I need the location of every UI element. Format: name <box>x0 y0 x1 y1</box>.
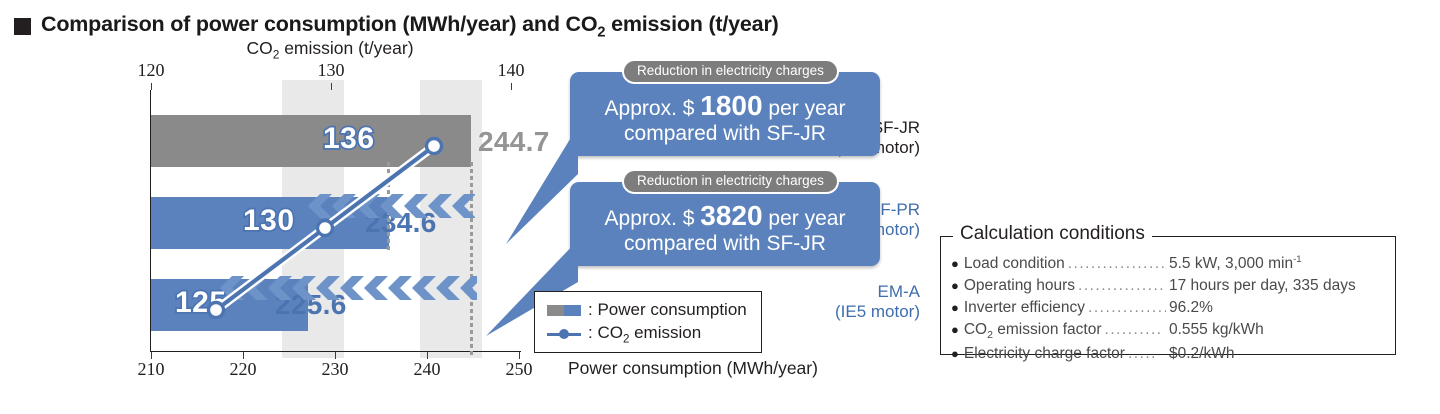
callout-amount-suffix: per year <box>762 97 846 120</box>
callout-tail-icon <box>486 240 578 336</box>
split-bar-swatch-icon <box>547 304 581 316</box>
callout-em-a-saving: Reduction in electricity charges Approx.… <box>486 169 880 336</box>
calc-label: Operating hours <box>963 277 1076 295</box>
bottom-axis-tick <box>427 352 428 359</box>
calc-value: $0.2/kWh <box>1169 345 1235 363</box>
black-square-icon <box>14 17 31 35</box>
callout-amount: 3820 <box>700 200 763 231</box>
bottom-axis-label: 210 <box>137 359 165 379</box>
callout-tail-icon <box>506 126 578 244</box>
bottom-axis-label: 230 <box>321 359 349 379</box>
category-label-line1: SF-PR <box>869 200 920 219</box>
reference-dotline-sf-jr <box>470 162 473 358</box>
calc-label: Load condition <box>963 255 1065 273</box>
category-label-line1: SF-JR <box>871 118 920 137</box>
page-title-text: Comparison of power consumption (MWh/yea… <box>41 12 779 41</box>
category-label-line1: EM-A <box>877 282 921 301</box>
calculation-conditions-list: ● Load condition ..................... 5… <box>941 237 1395 365</box>
top-axis-title: CO2 emission (t/year) <box>246 38 414 62</box>
legend-label: : Power consumption <box>588 300 747 319</box>
top-axis-tick <box>511 83 512 90</box>
calculation-conditions-box: Calculation conditions ● Load condition … <box>940 223 1396 362</box>
bullet-icon: ● <box>951 322 959 338</box>
calc-dots: ................ <box>1078 277 1166 295</box>
callout-body: Reduction in electricity charges Approx.… <box>570 59 880 157</box>
calc-value: 17 hours per day, 335 days <box>1169 277 1356 295</box>
co2-value-sf-jr: 136 <box>321 120 375 156</box>
bottom-axis-tick <box>151 352 152 359</box>
bottom-axis-label: 220 <box>229 359 257 379</box>
calc-dots: ..... <box>1127 345 1157 363</box>
calc-label: Electricity charge factor <box>963 345 1125 363</box>
top-axis-tick <box>151 83 152 90</box>
callout-amount: 1800 <box>700 90 763 121</box>
legend-item-power-consumption: : Power consumption <box>547 298 747 322</box>
legend-item-co2-emission: : CO2 emission <box>547 322 747 346</box>
callout-body: Reduction in electricity charges Approx.… <box>570 169 880 267</box>
top-axis-label: 140 <box>497 60 525 80</box>
bottom-axis-tick <box>519 352 520 359</box>
bullet-icon: ● <box>951 346 959 362</box>
bottom-axis-tick <box>335 352 336 359</box>
line-marker-swatch-icon <box>547 328 581 340</box>
bottom-axis-label: 250 <box>505 359 533 379</box>
bullet-icon: ● <box>951 256 959 272</box>
page-title: Comparison of power consumption (MWh/yea… <box>14 12 779 40</box>
top-axis-tick <box>331 83 332 90</box>
callout-line-2: compared with SF-JR <box>624 122 826 146</box>
callout-tag: Reduction in electricity charges <box>622 169 839 194</box>
top-axis-label: 120 <box>137 60 165 80</box>
calc-row: ● CO2 emission factor .......... 0.555 k… <box>951 319 1385 343</box>
callout-line-1: Approx. $ 3820 per year <box>586 200 864 232</box>
calculation-conditions-title: Calculation conditions <box>953 223 1152 245</box>
top-axis-label: 130 <box>317 60 345 80</box>
calc-value: 96.2% <box>1169 299 1213 317</box>
calc-label: Inverter efficiency <box>963 299 1086 317</box>
calc-label: CO2 emission factor <box>963 321 1102 342</box>
callout-amount-prefix: Approx. $ <box>604 207 701 230</box>
reduction-arrows-sf-pr <box>308 194 475 218</box>
callout-amount-prefix: Approx. $ <box>604 97 701 120</box>
category-label-em-a: EM-A (IE5 motor) <box>778 282 920 321</box>
co2-value-sf-pr: 130 <box>241 202 295 238</box>
bottom-axis-title: Power consumption (MWh/year) <box>568 358 818 378</box>
callout-line-1: Approx. $ 1800 per year <box>586 90 864 122</box>
calc-value: 0.555 kg/kWh <box>1169 321 1264 339</box>
co2-value-text: 136 <box>321 120 375 156</box>
calc-row: ● Operating hours ................ 17 ho… <box>951 275 1385 297</box>
bottom-axis-label: 240 <box>413 359 441 379</box>
callout-sf-pr-saving: Reduction in electricity charges Approx.… <box>506 59 880 244</box>
calc-dots: .......... <box>1104 321 1163 339</box>
co2-value-text: 130 <box>241 202 295 238</box>
bar-power-sf-jr <box>151 115 471 167</box>
category-label-line2: (IE5 motor) <box>834 301 920 321</box>
calc-row: ● Electricity charge factor ..... $0.2/k… <box>951 343 1385 365</box>
calc-dots: ..................... <box>1067 255 1166 273</box>
calc-dots: .............. <box>1088 299 1166 317</box>
chart-legend: : Power consumption : CO2 emission <box>534 291 762 353</box>
reduction-arrows-em-a <box>220 276 477 300</box>
calc-row: ● Load condition ..................... 5… <box>951 253 1385 275</box>
calc-value: 5.5 kW, 3,000 min-1 <box>1169 254 1302 273</box>
x-axis-line <box>150 351 521 353</box>
legend-label: : CO2 emission <box>588 322 702 346</box>
y-axis-line <box>150 90 151 352</box>
callout-line-2: compared with SF-JR <box>624 232 826 256</box>
callout-amount-suffix: per year <box>762 207 846 230</box>
power-value-sf-jr: 244.7 <box>478 126 550 157</box>
bullet-icon: ● <box>951 300 959 316</box>
bullet-icon: ● <box>951 278 959 294</box>
callout-tag: Reduction in electricity charges <box>622 59 839 84</box>
calc-row: ● Inverter efficiency .............. 96.… <box>951 297 1385 319</box>
bottom-axis-tick <box>243 352 244 359</box>
